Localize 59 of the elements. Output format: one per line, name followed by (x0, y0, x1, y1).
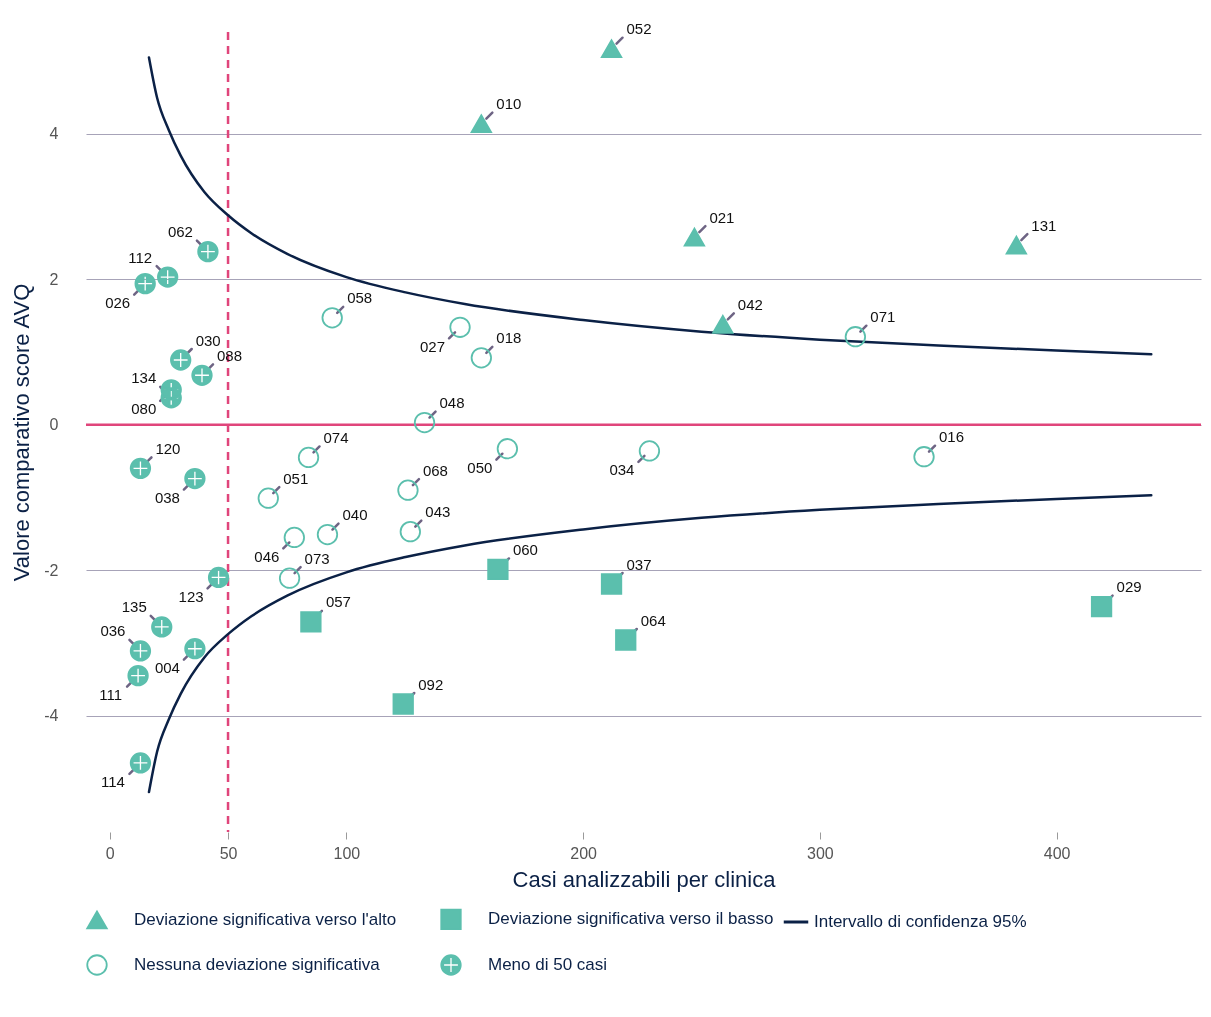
x-tick-label: 200 (570, 844, 598, 862)
annotation: 037 (626, 555, 652, 573)
x-tick-label: 100 (333, 844, 361, 862)
annotation: 010 (496, 95, 522, 113)
annotation: 080 (131, 400, 157, 418)
x-axis-title: Casi analizzabili per clinica (512, 866, 777, 892)
annotation: 046 (254, 547, 280, 565)
annotation: 062 (167, 223, 193, 241)
annotation: 060 (512, 540, 538, 558)
annotation: 112 (128, 248, 153, 266)
legend-label: Intervallo di confidenza 95% (814, 912, 1027, 931)
legend-label: Deviazione significativa verso il basso (488, 909, 774, 929)
x-tick-label: 50 (219, 844, 238, 862)
legend-label: Deviazione significativa verso l'alto (134, 909, 397, 929)
y-tick-label: -2 (44, 561, 59, 579)
annotation: 042 (737, 295, 763, 313)
annotation: 018 (496, 329, 522, 347)
legend-label: Nessuna deviazione significativa (134, 955, 381, 974)
x-tick-label: 0 (105, 844, 115, 862)
annotation: 073 (304, 549, 330, 567)
annotation: 088 (216, 346, 243, 364)
annotation: 074 (323, 428, 349, 446)
annotation: 135 (121, 598, 147, 616)
y-tick-label: 4 (49, 125, 59, 143)
y-tick-label: 0 (49, 416, 59, 434)
annotation: 051 (283, 469, 309, 487)
annotation: 052 (626, 20, 652, 38)
annotation: 021 (709, 208, 735, 226)
legend-label: Meno di 50 casi (488, 955, 608, 974)
y-axis-title: Valore comparativo score AVQ (9, 283, 35, 582)
annotation: 038 (154, 489, 180, 507)
annotation: 043 (425, 503, 451, 521)
annotation: 064 (640, 611, 666, 629)
annotation: 026 (105, 294, 131, 312)
annotation: 057 (325, 593, 351, 611)
annotation: 131 (1031, 216, 1057, 234)
annotation: 036 (100, 622, 126, 640)
annotation: 004 (154, 659, 180, 677)
y-tick-label: -4 (44, 707, 59, 725)
annotation: 050 (467, 459, 493, 477)
annotation: 092 (418, 675, 444, 693)
annotation: 071 (870, 308, 896, 326)
annotation: 058 (347, 289, 373, 307)
y-tick-label: 2 (49, 270, 59, 288)
annotation: 040 (342, 506, 368, 524)
annotation: 114 (100, 773, 125, 791)
x-tick-label: 300 (807, 844, 834, 862)
x-tick-label: 400 (1043, 844, 1071, 862)
annotation: 016 (939, 428, 965, 446)
annotation: 111 (99, 686, 122, 704)
annotation: 048 (439, 394, 465, 412)
annotation: 123 (178, 587, 204, 605)
annotation: 029 (1116, 578, 1142, 596)
annotation: 027 (420, 337, 446, 355)
annotation: 120 (155, 439, 181, 457)
annotation: 068 (422, 461, 448, 479)
annotation: 030 (195, 331, 221, 349)
annotation: 034 (609, 461, 635, 479)
annotation: 134 (131, 369, 157, 387)
